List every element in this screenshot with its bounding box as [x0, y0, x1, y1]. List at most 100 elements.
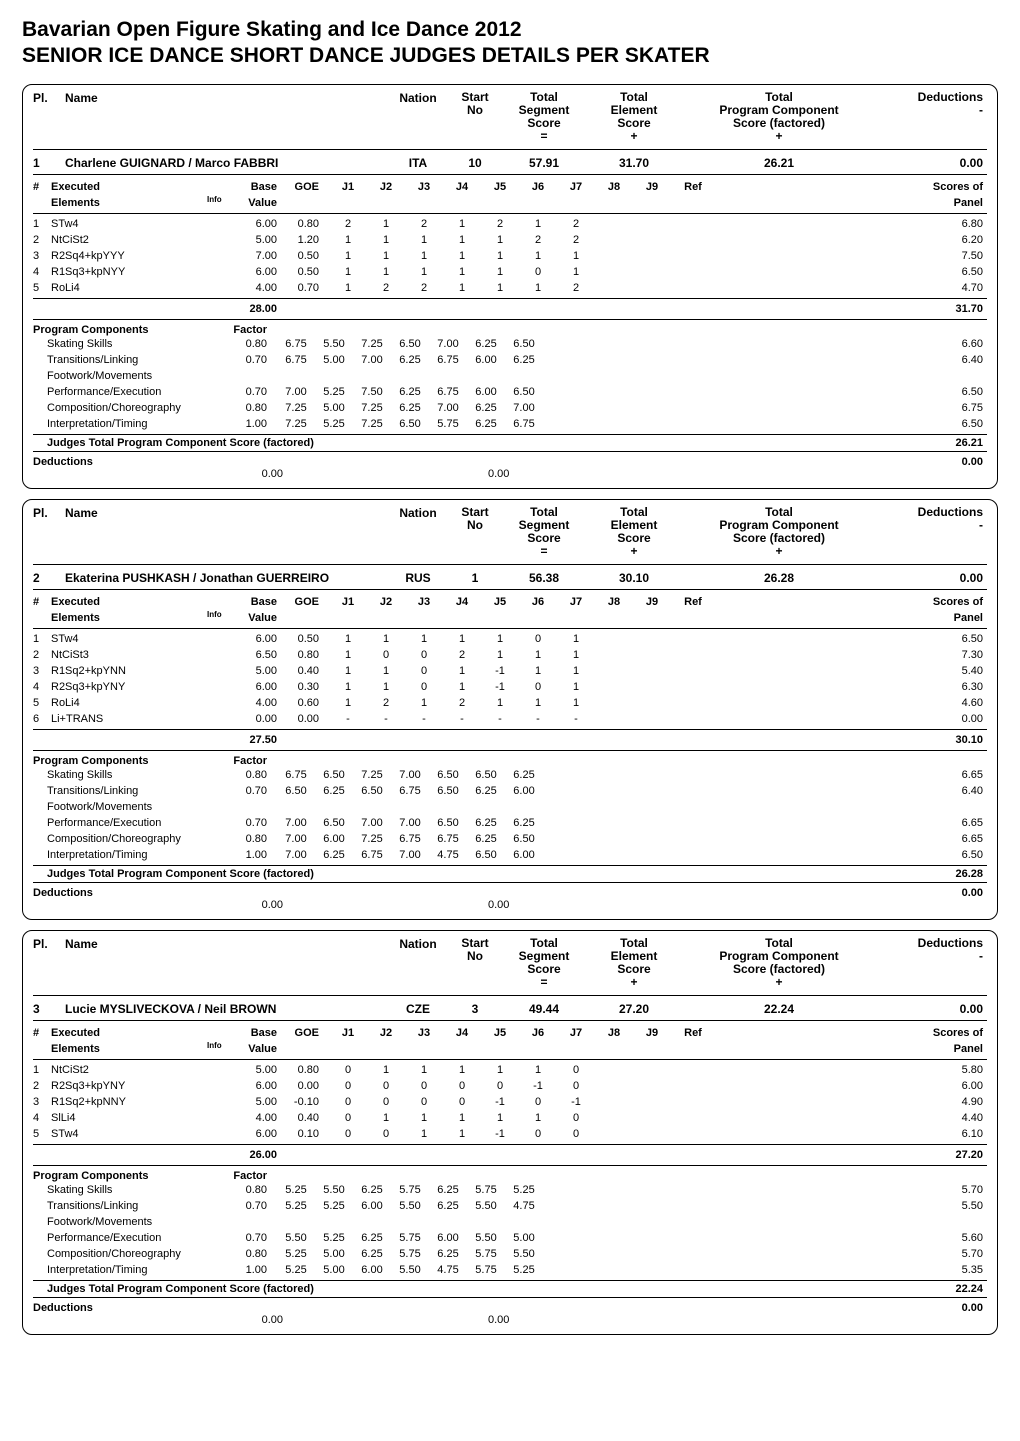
col-info-h-t: Info: [207, 195, 222, 204]
el-j3: 1: [405, 264, 443, 280]
col-j1-h: J1: [329, 594, 367, 626]
pc-j8: [543, 352, 581, 384]
pc-j5: 6.50: [429, 815, 467, 831]
pc-j7: 6.25: [505, 767, 543, 783]
el-j2: 2: [367, 695, 405, 711]
col-j2-h: J2: [367, 179, 405, 211]
el-num: 1: [33, 631, 51, 647]
el-ref: [671, 647, 715, 663]
el-j8: [595, 1126, 633, 1142]
val-startno: 1: [451, 571, 499, 585]
page-subtitle: SENIOR ICE DANCE SHORT DANCE JUDGES DETA…: [22, 44, 998, 68]
pc-j7: 6.00: [505, 783, 543, 815]
el-j3: 0: [405, 1078, 443, 1094]
pc-j6: 5.50: [467, 1198, 505, 1230]
pc-j4: 5.75: [391, 1246, 429, 1262]
col-score-h-l1: Scores of: [933, 1027, 983, 1039]
col-ref-h: Ref: [671, 179, 715, 211]
base-total: 28.00: [221, 301, 277, 317]
elements-rows: 1 STw4 6.00 0.80 2 1 2 1 2 1 2 6.80 2 Nt…: [33, 216, 987, 296]
pc-score: 6.60: [657, 336, 987, 352]
el-j5: 1: [481, 248, 519, 264]
pc-factor: 1.00: [221, 847, 277, 863]
header-labels-row: Pl. Name Nation Start No Total Segment S…: [33, 937, 987, 996]
pc-j5: 7.00: [429, 400, 467, 416]
el-exec: RoLi4: [51, 280, 201, 296]
el-j1: 0: [329, 1094, 367, 1110]
pc-j5: 6.75: [429, 831, 467, 847]
el-j5: 1: [481, 232, 519, 248]
col-j6-h: J6: [519, 179, 557, 211]
el-score: 5.40: [715, 663, 987, 679]
pc-j8: [543, 767, 581, 783]
el-score: 6.50: [715, 264, 987, 280]
pc-name: Performance/Execution: [33, 1230, 221, 1246]
el-ref: [671, 216, 715, 232]
pc-header-label: Program Components: [33, 1170, 221, 1182]
col-base-h-l1: Base: [251, 181, 277, 193]
hdr-name: Name: [65, 937, 385, 989]
pc-name: Interpretation/Timing: [33, 1262, 221, 1278]
el-exec: RoLi4: [51, 695, 201, 711]
pc-j1: 5.50: [277, 1230, 315, 1246]
el-j7: -: [557, 711, 595, 727]
pc-j8: [543, 1198, 581, 1230]
el-j7: 0: [557, 1078, 595, 1094]
pc-score: 6.50: [657, 416, 987, 432]
el-score: 6.20: [715, 232, 987, 248]
pc-j2: 6.50: [315, 767, 353, 783]
el-ref: [671, 232, 715, 248]
pc-j1: 7.00: [277, 831, 315, 847]
pc-j1: 7.00: [277, 384, 315, 400]
pc-j9: [581, 1246, 619, 1262]
el-j3: 0: [405, 663, 443, 679]
el-j9: [633, 1126, 671, 1142]
el-j1: 1: [329, 679, 367, 695]
pc-name: Interpretation/Timing: [33, 416, 221, 432]
el-j4: 2: [443, 695, 481, 711]
ded-left-val: 0.00: [33, 1314, 313, 1326]
header-values-row: 2 Ekaterina PUSHKASH / Jonathan GUERREIR…: [33, 571, 987, 590]
pc-j6: 6.25: [467, 416, 505, 432]
pc-total-val: 22.24: [907, 1283, 987, 1295]
pc-j9: [581, 1230, 619, 1246]
pc-j1: 7.00: [277, 847, 315, 863]
element-row: 5 RoLi4 4.00 0.70 1 2 2 1 1 1 2 4.70: [33, 280, 987, 296]
el-j4: 1: [443, 1110, 481, 1126]
el-j7: 1: [557, 248, 595, 264]
el-num: 5: [33, 280, 51, 296]
col-exec-h: Executed Elements: [51, 179, 201, 211]
val-ded: 0.00: [879, 571, 987, 585]
el-j5: -: [481, 711, 519, 727]
el-score: 5.80: [715, 1062, 987, 1078]
pc-total-row: Judges Total Program Component Score (fa…: [33, 434, 987, 452]
pc-factor-header: Factor: [221, 324, 277, 336]
el-j5: 1: [481, 280, 519, 296]
el-j8: [595, 695, 633, 711]
pc-j4: 7.00: [391, 815, 429, 831]
pc-j4: 6.75: [391, 783, 429, 815]
col-base-h-l1: Base: [251, 596, 277, 608]
pc-j7: 5.00: [505, 1230, 543, 1246]
pc-name: Skating Skills: [33, 1182, 221, 1198]
hdr-ded: Deductions -: [879, 506, 987, 558]
element-row: 2 NtCiSt2 5.00 1.20 1 1 1 1 1 2 2 6.20: [33, 232, 987, 248]
elements-rows: 1 STw4 6.00 0.50 1 1 1 1 1 0 1 6.50 2 Nt…: [33, 631, 987, 727]
pc-j3: 6.75: [353, 847, 391, 863]
hdr-elem: Total Element Score +: [589, 91, 679, 143]
el-num: 2: [33, 232, 51, 248]
el-j6: -1: [519, 1078, 557, 1094]
pc-factor: 0.80: [221, 831, 277, 847]
el-j2: 1: [367, 631, 405, 647]
pc-factor: 1.00: [221, 416, 277, 432]
col-exec-h-l1: Executed: [51, 596, 100, 608]
col-j2-h: J2: [367, 594, 405, 626]
element-row: 4 R1Sq3+kpNYY 6.00 0.50 1 1 1 1 1 0 1 6.…: [33, 264, 987, 280]
el-goe: 0.80: [277, 1062, 329, 1078]
el-ref: [671, 264, 715, 280]
pc-j4: 5.50: [391, 1262, 429, 1278]
pc-name: Composition/Choreography: [33, 400, 221, 416]
el-j3: 1: [405, 248, 443, 264]
el-j1: 1: [329, 264, 367, 280]
pc-j9: [581, 783, 619, 815]
